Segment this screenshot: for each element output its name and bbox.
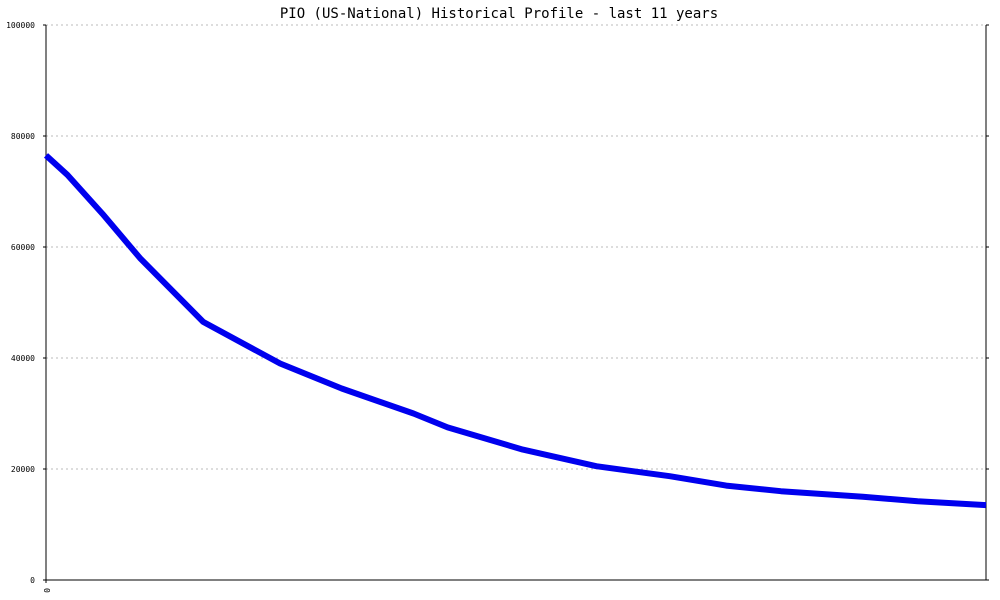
gridlines xyxy=(46,24,986,470)
y-tick-label: 60000 xyxy=(11,243,35,252)
series-line xyxy=(43,153,987,509)
y-tick-label: 80000 xyxy=(11,132,35,141)
y-tick-label: 20000 xyxy=(11,465,35,474)
x-tick-label: 0 xyxy=(42,588,51,593)
y-tick-label: 40000 xyxy=(11,354,35,363)
chart-title: PIO (US-National) Historical Profile - l… xyxy=(280,6,718,22)
y-tick-label: 100000 xyxy=(6,21,35,30)
tick-labels: 0 20000 40000 60000 80000 100000 0 xyxy=(6,21,51,593)
series-layer xyxy=(43,153,987,509)
axes xyxy=(43,24,989,583)
y-tick-label: 0 xyxy=(30,576,35,585)
